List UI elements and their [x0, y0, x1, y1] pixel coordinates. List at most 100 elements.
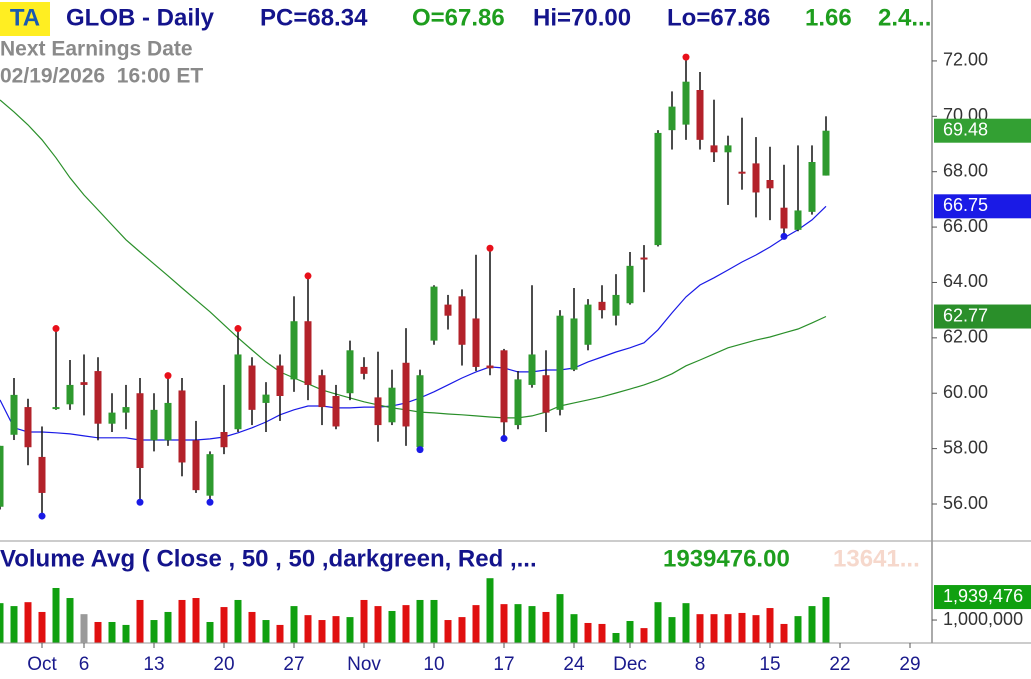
candle-body	[640, 257, 648, 260]
volume-bar	[24, 602, 32, 643]
y-tick-label: 58.00	[943, 437, 988, 457]
candle-body	[556, 315, 564, 410]
header-field: PC=68.34	[260, 4, 368, 31]
candle-body	[108, 412, 116, 424]
volume-label: 1,939,476	[943, 586, 1023, 606]
volume-bar	[304, 615, 312, 643]
volume-bar	[430, 599, 438, 643]
volume-bar	[472, 605, 480, 643]
volume-bar	[556, 594, 564, 643]
candle-body	[360, 366, 368, 374]
candle-body	[262, 394, 270, 403]
volume-bar	[570, 614, 578, 643]
volume-bar	[612, 633, 620, 643]
candle-body	[304, 321, 312, 385]
x-tick-label: 27	[283, 654, 304, 675]
candle-body	[570, 318, 578, 370]
volume-bar	[752, 615, 760, 643]
x-tick-label: 22	[829, 654, 850, 675]
volume-title: Volume Avg ( Close , 50 , 50 ,darkgreen,…	[0, 545, 537, 572]
candle-body	[416, 375, 424, 448]
y-tick-label: 56.00	[943, 493, 988, 513]
volume-bar	[52, 587, 60, 643]
candle-body	[752, 163, 760, 193]
swing-marker	[38, 512, 46, 520]
candle-body	[458, 296, 466, 345]
swing-marker	[500, 435, 508, 443]
volume-bar	[780, 623, 788, 643]
price-panel	[0, 53, 830, 520]
swing-marker	[780, 232, 788, 240]
volume-panel	[0, 578, 830, 643]
volume-bar	[402, 605, 410, 643]
candle-body	[696, 90, 704, 140]
header-field: Hi=70.00	[533, 4, 631, 31]
swing-marker	[486, 244, 494, 252]
volume-bar	[164, 611, 172, 643]
volume-bar	[766, 608, 774, 643]
candle-body	[766, 180, 774, 189]
volume-bar	[486, 578, 494, 643]
candle-body	[192, 440, 200, 491]
volume-bar	[360, 599, 368, 643]
volume-bar	[108, 621, 116, 643]
last-close-label: 69.48	[943, 119, 988, 139]
x-tick-label: Nov	[347, 654, 381, 675]
swing-marker	[234, 325, 242, 333]
swing-marker	[206, 498, 214, 506]
swing-marker	[136, 498, 144, 506]
candle-body	[724, 145, 732, 153]
candle-body	[374, 397, 382, 426]
candle-body	[388, 387, 396, 423]
y-tick-label: 72.00	[943, 50, 988, 70]
swing-marker	[416, 446, 424, 454]
x-tick-label: Oct	[27, 654, 57, 675]
badge-box	[0, 2, 50, 36]
candle-body	[332, 396, 340, 427]
volume-bar	[710, 614, 718, 643]
volume-bar	[808, 606, 816, 643]
candle-body	[654, 132, 662, 246]
candle-body	[612, 294, 620, 316]
candle-body	[584, 304, 592, 345]
header-field: Lo=67.86	[667, 4, 770, 31]
header-field: O=67.86	[412, 4, 505, 31]
candle-body	[472, 318, 480, 367]
header-field: 1.66	[805, 4, 852, 31]
candle-body	[808, 162, 816, 212]
badge: TA	[10, 4, 40, 31]
last-close-label-box	[934, 118, 1031, 143]
volume-bar	[346, 617, 354, 643]
volume-bar	[178, 599, 186, 643]
volume-bar	[220, 607, 228, 643]
moving-average-label: 62.77	[943, 305, 988, 325]
candle-body	[276, 365, 284, 396]
candle-body	[514, 379, 522, 426]
volume-bar	[626, 621, 634, 643]
candle-body	[94, 371, 102, 424]
annotation: Next Earnings Date	[0, 38, 193, 61]
candle-body	[290, 321, 298, 380]
volume-bar	[668, 617, 676, 643]
volume-bar	[234, 599, 242, 643]
volume-bar	[696, 614, 704, 643]
volume-bar	[500, 604, 508, 643]
volume-bar	[528, 606, 536, 643]
volume-bar	[822, 597, 830, 643]
swing-marker	[164, 372, 172, 380]
moving-average-label-box	[934, 304, 1031, 329]
x-tick-label: 29	[899, 654, 920, 675]
moving-average-label: 66.75	[943, 195, 988, 215]
candle-body	[738, 171, 746, 174]
volume-bar	[122, 624, 130, 643]
x-tick-label: 10	[423, 654, 444, 675]
volume-bar	[444, 620, 452, 643]
y-tick-label: 66.00	[943, 216, 988, 236]
candle-body	[248, 365, 256, 410]
volume-bar	[738, 612, 746, 643]
annotation: 02/19/2026 16:00 ET	[0, 65, 203, 88]
candle-body	[206, 454, 214, 496]
volume-bar	[794, 616, 802, 643]
volume-bar	[318, 620, 326, 643]
